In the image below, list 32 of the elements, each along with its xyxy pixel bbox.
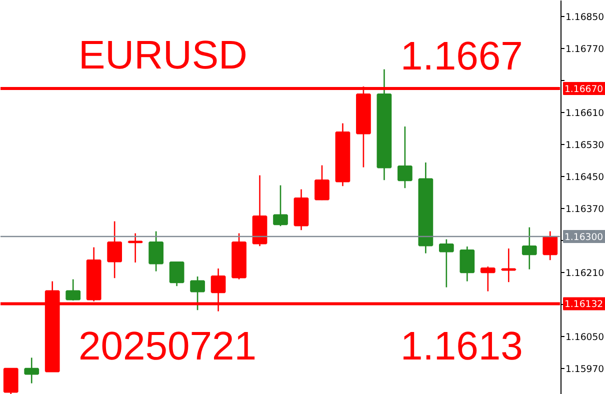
candlestick — [398, 126, 412, 189]
y-tick-label: 1.16210 — [566, 268, 604, 279]
candlestick — [107, 220, 122, 279]
candlestick — [480, 266, 496, 292]
y-tick-label: 1.16530 — [566, 140, 604, 151]
ref-line-label: 1.16670 — [564, 84, 604, 95]
annotation: 20250721 — [78, 324, 256, 368]
y-tick-label: 1.16850 — [566, 12, 604, 23]
y-tick-label: 1.16610 — [566, 108, 604, 119]
candlestick — [169, 262, 184, 287]
candlestick — [314, 164, 330, 201]
ref-line-label: 1.16300 — [564, 232, 604, 243]
ref-line-label: 1.16132 — [564, 299, 604, 310]
annotation: 1.1667 — [400, 34, 523, 78]
y-tick-label: 1.15970 — [566, 364, 604, 375]
candlestick — [522, 226, 537, 270]
candlestick — [190, 276, 205, 311]
y-tick-label: 1.16450 — [566, 172, 604, 183]
candlestick — [3, 368, 18, 394]
annotation: EURUSD — [78, 34, 248, 78]
y-tick-label: 1.16770 — [566, 44, 604, 55]
candlestick — [438, 238, 454, 288]
annotation: 1.1613 — [400, 324, 523, 368]
candlestick — [542, 230, 558, 261]
y-tick-label: 1.16050 — [566, 332, 604, 343]
candlestick — [128, 232, 143, 264]
candlestick — [460, 246, 475, 282]
candlestick — [273, 184, 288, 227]
candlestick — [148, 230, 164, 272]
candlestick — [66, 278, 81, 302]
y-tick-label: 1.16370 — [566, 204, 604, 215]
candlestick — [24, 357, 40, 384]
